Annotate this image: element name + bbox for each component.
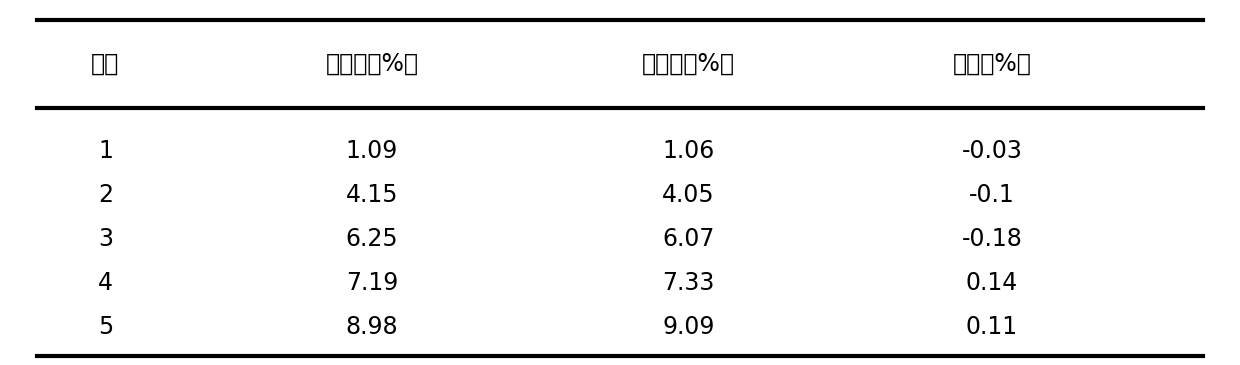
Text: 1.09: 1.09 bbox=[346, 139, 398, 164]
Text: 2: 2 bbox=[98, 183, 113, 207]
Text: 7.33: 7.33 bbox=[662, 271, 714, 295]
Text: -0.03: -0.03 bbox=[961, 139, 1023, 164]
Text: 1: 1 bbox=[98, 139, 113, 164]
Text: 9.09: 9.09 bbox=[662, 315, 714, 339]
Text: 0.11: 0.11 bbox=[966, 315, 1018, 339]
Text: 1.06: 1.06 bbox=[662, 139, 714, 164]
Text: 6.25: 6.25 bbox=[346, 227, 398, 251]
Text: 4.05: 4.05 bbox=[662, 183, 714, 207]
Text: 8.98: 8.98 bbox=[346, 315, 398, 339]
Text: 4: 4 bbox=[98, 271, 113, 295]
Text: -0.1: -0.1 bbox=[970, 183, 1014, 207]
Text: 4.15: 4.15 bbox=[346, 183, 398, 207]
Text: -0.18: -0.18 bbox=[961, 227, 1023, 251]
Text: 真实値（%）: 真实値（%） bbox=[642, 52, 734, 76]
Text: 偏差（%）: 偏差（%） bbox=[952, 52, 1032, 76]
Text: 序号: 序号 bbox=[92, 52, 119, 76]
Text: 5: 5 bbox=[98, 315, 113, 339]
Text: 7.19: 7.19 bbox=[346, 271, 398, 295]
Text: 3: 3 bbox=[98, 227, 113, 251]
Text: 计算値（%）: 计算値（%） bbox=[325, 52, 419, 76]
Text: 6.07: 6.07 bbox=[662, 227, 714, 251]
Text: 0.14: 0.14 bbox=[966, 271, 1018, 295]
